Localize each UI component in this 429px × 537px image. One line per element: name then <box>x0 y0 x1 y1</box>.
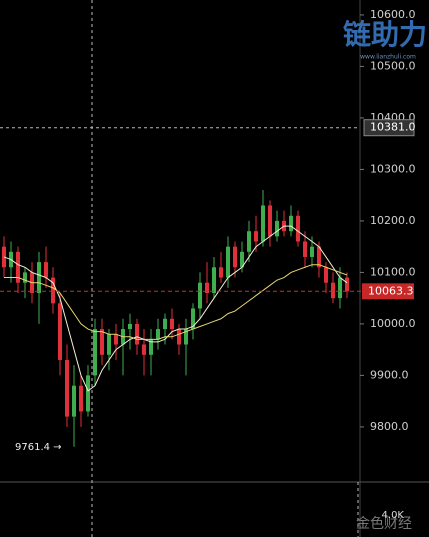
candle-body <box>128 323 132 330</box>
candle-body <box>331 282 335 299</box>
candle-body <box>58 303 62 360</box>
candle-body <box>310 246 314 257</box>
candle-body <box>345 277 349 292</box>
candle-body <box>93 329 97 376</box>
candle-body <box>142 344 146 355</box>
candle-body <box>247 231 251 252</box>
y-tick-label: 10200.0 <box>370 214 416 227</box>
candle-body <box>191 308 195 330</box>
candle-body <box>37 262 41 294</box>
candle-body <box>65 359 69 417</box>
candle-body <box>107 334 111 355</box>
candle-body <box>156 329 160 340</box>
candle-body <box>184 329 188 345</box>
candle-body <box>303 241 307 257</box>
candle-body <box>44 262 48 278</box>
candle-body <box>170 318 174 330</box>
last-price-box <box>362 283 414 300</box>
candle-body <box>289 215 293 232</box>
y-tick-label: 10500.0 <box>370 59 416 72</box>
candle-body <box>79 385 83 412</box>
y-tick-label: 9800.0 <box>370 420 409 433</box>
volume-axis-label: 4.0K <box>382 510 405 521</box>
candle-body <box>86 375 90 412</box>
candle-body <box>296 215 300 242</box>
candle-body <box>233 246 237 268</box>
footer-watermark: 金色财经 <box>356 515 412 532</box>
watermark: 链助力 <box>343 18 427 51</box>
candle-body <box>212 267 216 294</box>
crosshair-label: 10381.0 <box>370 121 416 134</box>
y-tick-label: 10100.0 <box>370 265 416 278</box>
candle-body <box>16 251 20 283</box>
candle-body <box>163 318 167 330</box>
candle-body <box>324 267 328 283</box>
low-marker-label: 9761.4 → <box>15 442 62 453</box>
y-tick-label: 10000.0 <box>370 317 416 330</box>
candle-body <box>135 323 139 345</box>
crosshair-label-box <box>363 119 415 137</box>
candle-body <box>198 282 202 309</box>
candle-body <box>254 231 258 242</box>
y-tick-label: 10300.0 <box>370 162 416 175</box>
last-price-label: 10063.3 <box>368 284 414 297</box>
candle-body <box>72 385 76 417</box>
candle-body <box>177 329 181 345</box>
candle-body <box>205 282 209 294</box>
candle-body <box>51 277 55 304</box>
candle-body <box>114 334 118 345</box>
candle-body <box>219 267 223 278</box>
y-tick-label: 9900.0 <box>370 368 409 381</box>
candle-body <box>100 329 104 355</box>
candle-body <box>261 205 265 242</box>
candle-body <box>149 339 153 355</box>
moving-average <box>4 264 348 340</box>
y-tick-label: 10600.0 <box>370 8 416 21</box>
candle-body <box>240 251 244 268</box>
candle-body <box>317 246 321 268</box>
candle-body <box>268 205 272 237</box>
candle-body <box>338 277 342 299</box>
watermark-url: www.lianzhuli.com <box>360 54 416 61</box>
moving-average <box>3 225 348 392</box>
candle-body <box>275 220 279 237</box>
candle-body <box>23 272 27 283</box>
candle-body <box>226 246 230 278</box>
